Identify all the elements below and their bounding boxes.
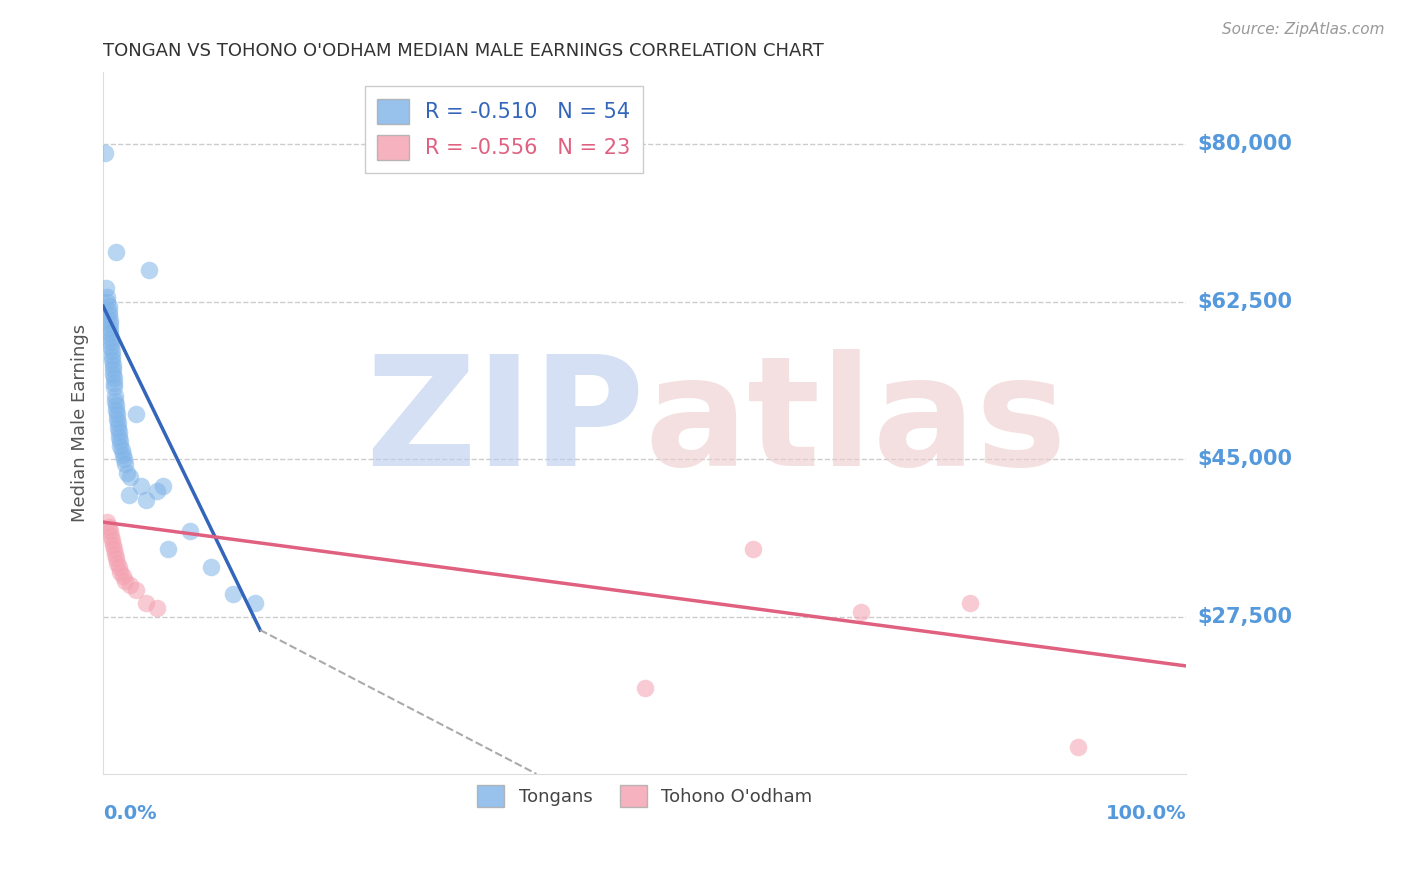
Point (124, 582, 146, 597)
Point (98, 322, 121, 336)
Point (851, 605, 873, 619)
Point (120, 470, 142, 484)
Text: 0.0%: 0.0% (103, 805, 156, 823)
Point (243, 596, 266, 610)
Point (108, 560, 131, 574)
Point (98, 318, 121, 332)
Point (103, 542, 125, 557)
Point (103, 376, 125, 390)
Point (96, 281, 118, 295)
Point (105, 411, 128, 425)
Text: atlas: atlas (645, 349, 1067, 498)
Point (101, 358, 124, 372)
Point (157, 542, 180, 557)
Point (94, 146, 117, 161)
Point (97, 303, 120, 318)
Point (101, 362, 124, 376)
Point (146, 483, 169, 498)
Point (959, 596, 981, 610)
Text: 100.0%: 100.0% (1107, 805, 1187, 823)
Point (105, 556, 128, 570)
Point (101, 349, 124, 363)
Point (97, 299, 120, 313)
Point (222, 587, 245, 601)
Point (101, 538, 124, 552)
Point (101, 533, 124, 547)
Text: $80,000: $80,000 (1198, 135, 1292, 154)
Point (98, 326, 121, 341)
Text: TONGAN VS TOHONO O'ODHAM MEDIAN MALE EARNINGS CORRELATION CHART: TONGAN VS TOHONO O'ODHAM MEDIAN MALE EAR… (103, 42, 824, 60)
Point (100, 528, 122, 542)
Point (112, 452, 135, 467)
Point (100, 340, 122, 354)
Point (742, 542, 765, 557)
Point (105, 407, 128, 421)
Point (98, 312, 121, 326)
Point (179, 524, 201, 538)
Point (96, 290, 118, 304)
Point (100, 331, 122, 345)
Point (96, 294, 118, 309)
Legend: Tongans, Tohono O'odham: Tongans, Tohono O'odham (470, 778, 820, 814)
Point (101, 353, 124, 368)
Point (96, 515, 118, 529)
Point (114, 457, 136, 471)
Point (152, 479, 174, 493)
Text: $45,000: $45,000 (1198, 450, 1292, 469)
Point (98, 524, 121, 538)
Text: ZIP: ZIP (366, 349, 645, 498)
Point (108, 430, 131, 444)
Point (124, 407, 146, 421)
Point (111, 448, 134, 462)
Point (103, 371, 125, 385)
Point (135, 492, 157, 507)
Point (110, 434, 132, 449)
Point (101, 344, 124, 359)
Point (200, 560, 222, 574)
Point (111, 569, 134, 583)
Point (107, 420, 129, 434)
Point (100, 335, 122, 350)
Point (107, 416, 129, 430)
Y-axis label: Median Male Earnings: Median Male Earnings (72, 324, 89, 522)
Point (97, 308, 120, 322)
Point (110, 565, 132, 579)
Point (129, 479, 152, 493)
Point (1067, 739, 1090, 754)
Point (104, 393, 127, 408)
Point (108, 425, 131, 439)
Point (105, 398, 128, 412)
Point (115, 466, 138, 480)
Point (135, 596, 157, 610)
Point (104, 389, 127, 403)
Point (634, 681, 657, 696)
Point (114, 574, 136, 588)
Point (103, 380, 125, 394)
Point (118, 488, 141, 502)
Point (97, 519, 120, 533)
Point (120, 578, 142, 592)
Point (101, 367, 124, 381)
Point (138, 263, 160, 277)
Point (110, 443, 132, 458)
Text: $62,500: $62,500 (1198, 292, 1292, 312)
Point (105, 245, 128, 260)
Point (110, 439, 132, 453)
Point (104, 547, 127, 561)
Point (105, 551, 128, 566)
Text: Source: ZipAtlas.com: Source: ZipAtlas.com (1222, 22, 1385, 37)
Text: $27,500: $27,500 (1198, 607, 1292, 626)
Point (105, 402, 128, 417)
Point (146, 600, 169, 615)
